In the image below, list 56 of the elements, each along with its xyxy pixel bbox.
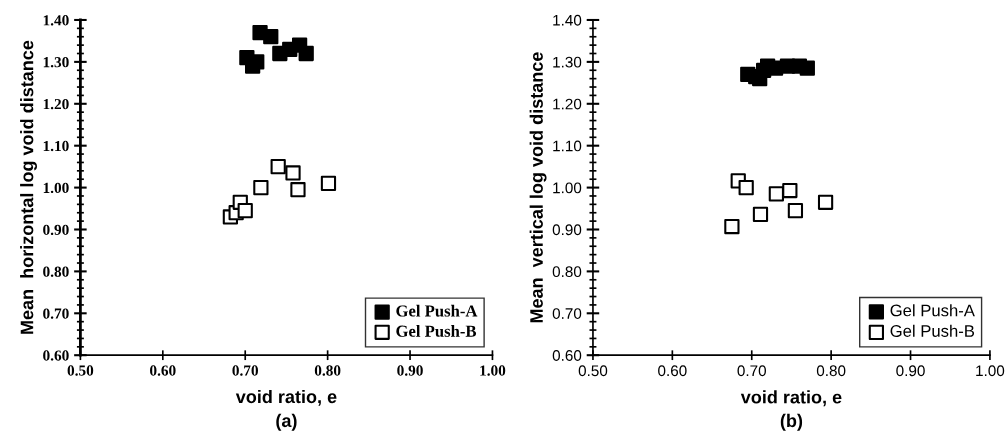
y-tick-label: 0.70 bbox=[552, 308, 582, 319]
point bbox=[290, 182, 306, 198]
point bbox=[298, 45, 314, 62]
point bbox=[752, 206, 769, 223]
point bbox=[237, 203, 253, 219]
y-tick-label: 0.90 bbox=[552, 224, 582, 236]
y-axis-title: Mean vertical log void distance bbox=[529, 52, 547, 323]
y-tick-label: 1.10 bbox=[553, 140, 582, 152]
x-axis-title: void ratio, e bbox=[235, 389, 337, 406]
x-tick-label: 0.70 bbox=[737, 365, 767, 377]
point bbox=[768, 186, 784, 202]
y-tick-label: 1.20 bbox=[43, 98, 69, 110]
point bbox=[738, 179, 754, 196]
x-tick-label: 0.60 bbox=[150, 365, 176, 376]
x-tick-label: 0.70 bbox=[232, 365, 259, 376]
point bbox=[799, 60, 815, 76]
y-tick-label: 1.10 bbox=[43, 140, 69, 152]
legend-label: Gel Push-B bbox=[396, 325, 477, 337]
x-tick-label: 0.50 bbox=[578, 365, 608, 377]
text: (a) bbox=[276, 413, 297, 431]
x-tick-label: 0.80 bbox=[816, 365, 846, 377]
y-tick-label: 1.40 bbox=[43, 15, 69, 26]
point bbox=[320, 175, 337, 192]
point bbox=[787, 203, 804, 219]
point bbox=[782, 182, 798, 199]
y-tick-label: 1.20 bbox=[553, 98, 582, 110]
x-tick-label: 0.50 bbox=[67, 365, 94, 376]
y-tick-label: 0.60 bbox=[43, 350, 69, 361]
point bbox=[817, 194, 834, 210]
point bbox=[724, 218, 740, 235]
y-tick-label: 1.30 bbox=[43, 57, 69, 68]
legend-label: Gel Push-A bbox=[396, 304, 478, 317]
x-tick-label: 0.60 bbox=[658, 365, 687, 377]
y-tick-label: 0.80 bbox=[552, 266, 582, 278]
y-tick-label: 1.30 bbox=[553, 56, 582, 68]
x-tick-label: 0.90 bbox=[397, 365, 423, 376]
text: (b) bbox=[780, 413, 803, 431]
y-axis-title: Mean horizontal log void distance bbox=[20, 40, 37, 334]
y-tick-label: 0.80 bbox=[43, 266, 69, 277]
point bbox=[285, 165, 301, 181]
y-tick-label: 1.00 bbox=[43, 182, 69, 194]
x-axis-title: void ratio, e bbox=[740, 390, 842, 407]
y-tick-label: 0.60 bbox=[552, 350, 582, 361]
x-tick-label: 0.90 bbox=[896, 365, 925, 377]
y-tick-label: 0.70 bbox=[43, 308, 69, 319]
y-tick-label: 1.40 bbox=[553, 14, 582, 26]
legend-label: Gel Push-A bbox=[890, 304, 975, 317]
point bbox=[270, 159, 286, 175]
y-tick-label: 0.90 bbox=[43, 224, 69, 236]
legend-label: Gel Push-B bbox=[890, 324, 975, 337]
y-tick-label: 1.00 bbox=[553, 182, 582, 194]
point bbox=[263, 29, 279, 45]
x-tick-label: 1.00 bbox=[480, 365, 506, 376]
x-tick-label: 0.80 bbox=[314, 365, 341, 376]
x-tick-label: 1.00 bbox=[976, 365, 1005, 377]
point bbox=[253, 179, 269, 196]
